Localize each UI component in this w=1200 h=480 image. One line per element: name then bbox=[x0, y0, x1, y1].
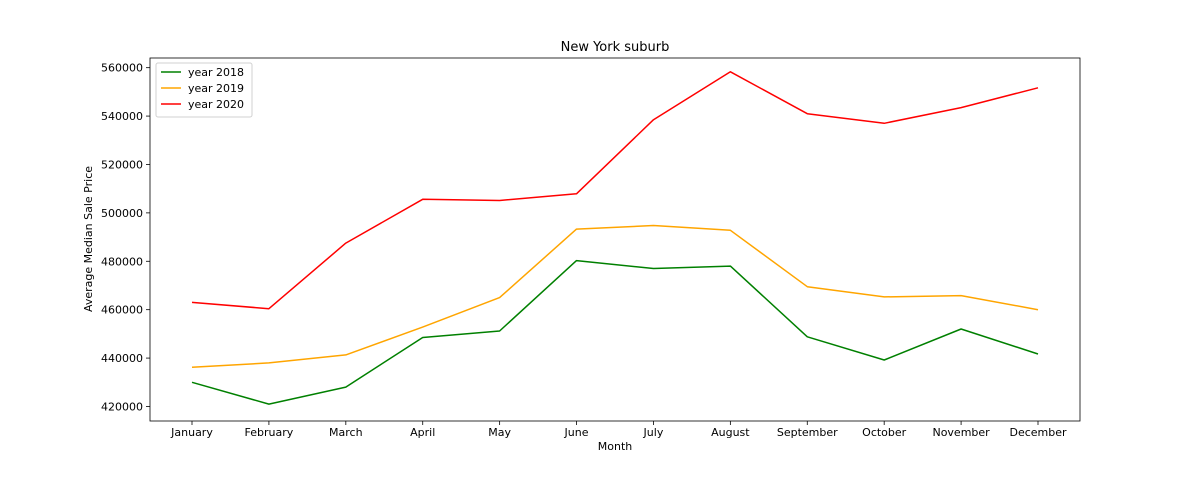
x-axis-ticks: January February March April May June July Augu… bbox=[170, 421, 1067, 439]
x-tick-label: November bbox=[932, 426, 990, 439]
y-tick-label: 520000 bbox=[101, 158, 143, 171]
x-tick-label: January bbox=[170, 426, 213, 439]
y-tick-label: 480000 bbox=[101, 255, 143, 268]
y-tick-label: 460000 bbox=[101, 304, 143, 317]
y-tick-label: 500000 bbox=[101, 207, 143, 220]
y-tick-label: 440000 bbox=[101, 352, 143, 365]
x-tick-label: July bbox=[643, 426, 664, 439]
plot-frame bbox=[149, 57, 1081, 422]
y-axis-ticks: 420000 440000 460000 480000 500000 520000 5400… bbox=[101, 62, 150, 413]
plot-area bbox=[149, 57, 1081, 422]
x-tick-label: June bbox=[564, 426, 589, 439]
legend-label: year 2019 bbox=[188, 82, 244, 95]
series-lines bbox=[191, 71, 1039, 405]
x-tick-label: September bbox=[777, 426, 838, 439]
y-tick-label: 560000 bbox=[101, 62, 143, 75]
x-tick-label: February bbox=[245, 426, 294, 439]
x-tick-label: March bbox=[329, 426, 363, 439]
x-tick-label: April bbox=[410, 426, 435, 439]
chart-title: New York suburb bbox=[561, 40, 670, 55]
x-tick-label: December bbox=[1009, 426, 1067, 439]
x-tick-label: May bbox=[488, 426, 511, 439]
x-axis-title: Month bbox=[598, 440, 633, 453]
y-tick-label: 420000 bbox=[101, 400, 143, 413]
series-line-1 bbox=[191, 259, 1039, 405]
x-tick-label: October bbox=[862, 426, 906, 439]
x-tick-label: August bbox=[711, 426, 750, 439]
series-line-2 bbox=[191, 224, 1039, 369]
legend-label: year 2018 bbox=[188, 66, 244, 79]
series-line-3 bbox=[191, 71, 1039, 310]
y-tick-label: 540000 bbox=[101, 110, 143, 123]
y-axis-title: Average Median Sale Price bbox=[82, 166, 95, 312]
legend-label: year 2020 bbox=[188, 98, 244, 111]
legend: year 2018 year 2019 year 2020 bbox=[155, 62, 253, 118]
